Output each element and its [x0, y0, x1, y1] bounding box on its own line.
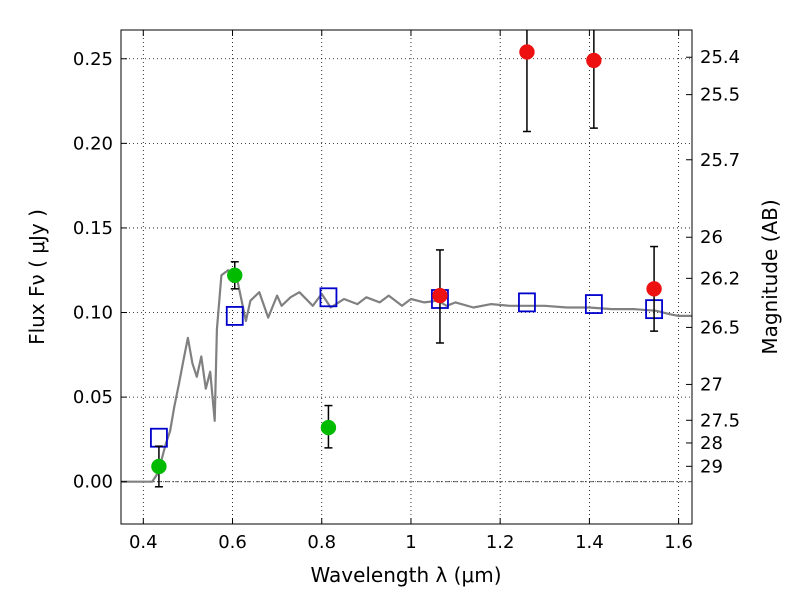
green-data-point	[151, 458, 167, 475]
mag-tick-label: 27	[700, 374, 723, 395]
mag-tick-label: 25.4	[700, 47, 740, 68]
model-box-point	[225, 306, 244, 326]
y-tick-label: 0.20	[73, 133, 113, 154]
x-tick-label: 1.2	[486, 532, 515, 553]
green-data-point	[320, 419, 337, 436]
mag-tick-label: 25.7	[700, 150, 740, 171]
red-data-point	[432, 287, 448, 304]
magnitude-axis-label: Magnitude (AB)	[758, 199, 782, 354]
x-axis-label: Wavelength λ (μm)	[310, 563, 501, 587]
mag-tick-label: 28	[700, 433, 723, 454]
red-data-point	[586, 52, 602, 69]
mag-tick-label: 26.2	[700, 268, 740, 289]
y-axis-label: Flux Fν ( μJy )	[25, 209, 49, 345]
x-tick-label: 0.4	[129, 532, 158, 553]
x-tick-label: 1.6	[664, 532, 693, 553]
y-tick-label: 0.15	[73, 218, 113, 239]
mag-tick-label: 27.5	[700, 410, 740, 431]
mag-tick-label: 26.5	[700, 317, 740, 338]
x-tick-label: 0.6	[218, 532, 247, 553]
mag-tick-label: 29	[700, 456, 723, 477]
axis-ticks: 0.4 0.6 0.8 1 1.2 1.4 1.6 0.00 0.05 0.10 0.15 0.20 0…	[73, 30, 740, 553]
model-box-point	[584, 294, 603, 314]
model-box-point	[319, 287, 338, 308]
red-data-point	[519, 44, 535, 60]
y-tick-label: 0.05	[73, 387, 113, 408]
model-box-point	[518, 292, 536, 313]
x-tick-label: 1.4	[575, 532, 604, 553]
mag-tick-label: 26	[700, 227, 723, 248]
plot-frame	[120, 29, 693, 525]
green-data-point	[227, 267, 243, 284]
y-tick-label: 0.10	[73, 303, 113, 324]
x-tick-label: 0.8	[307, 532, 336, 553]
y-tick-label: 0.00	[73, 472, 113, 493]
mag-tick-label: 25.5	[700, 85, 740, 106]
red-data-point	[646, 281, 662, 297]
y-tick-label: 0.25	[73, 49, 113, 70]
data-layer	[121, 30, 692, 488]
x-tick-label: 1	[405, 532, 416, 553]
template-spectrum-line	[121, 269, 692, 483]
